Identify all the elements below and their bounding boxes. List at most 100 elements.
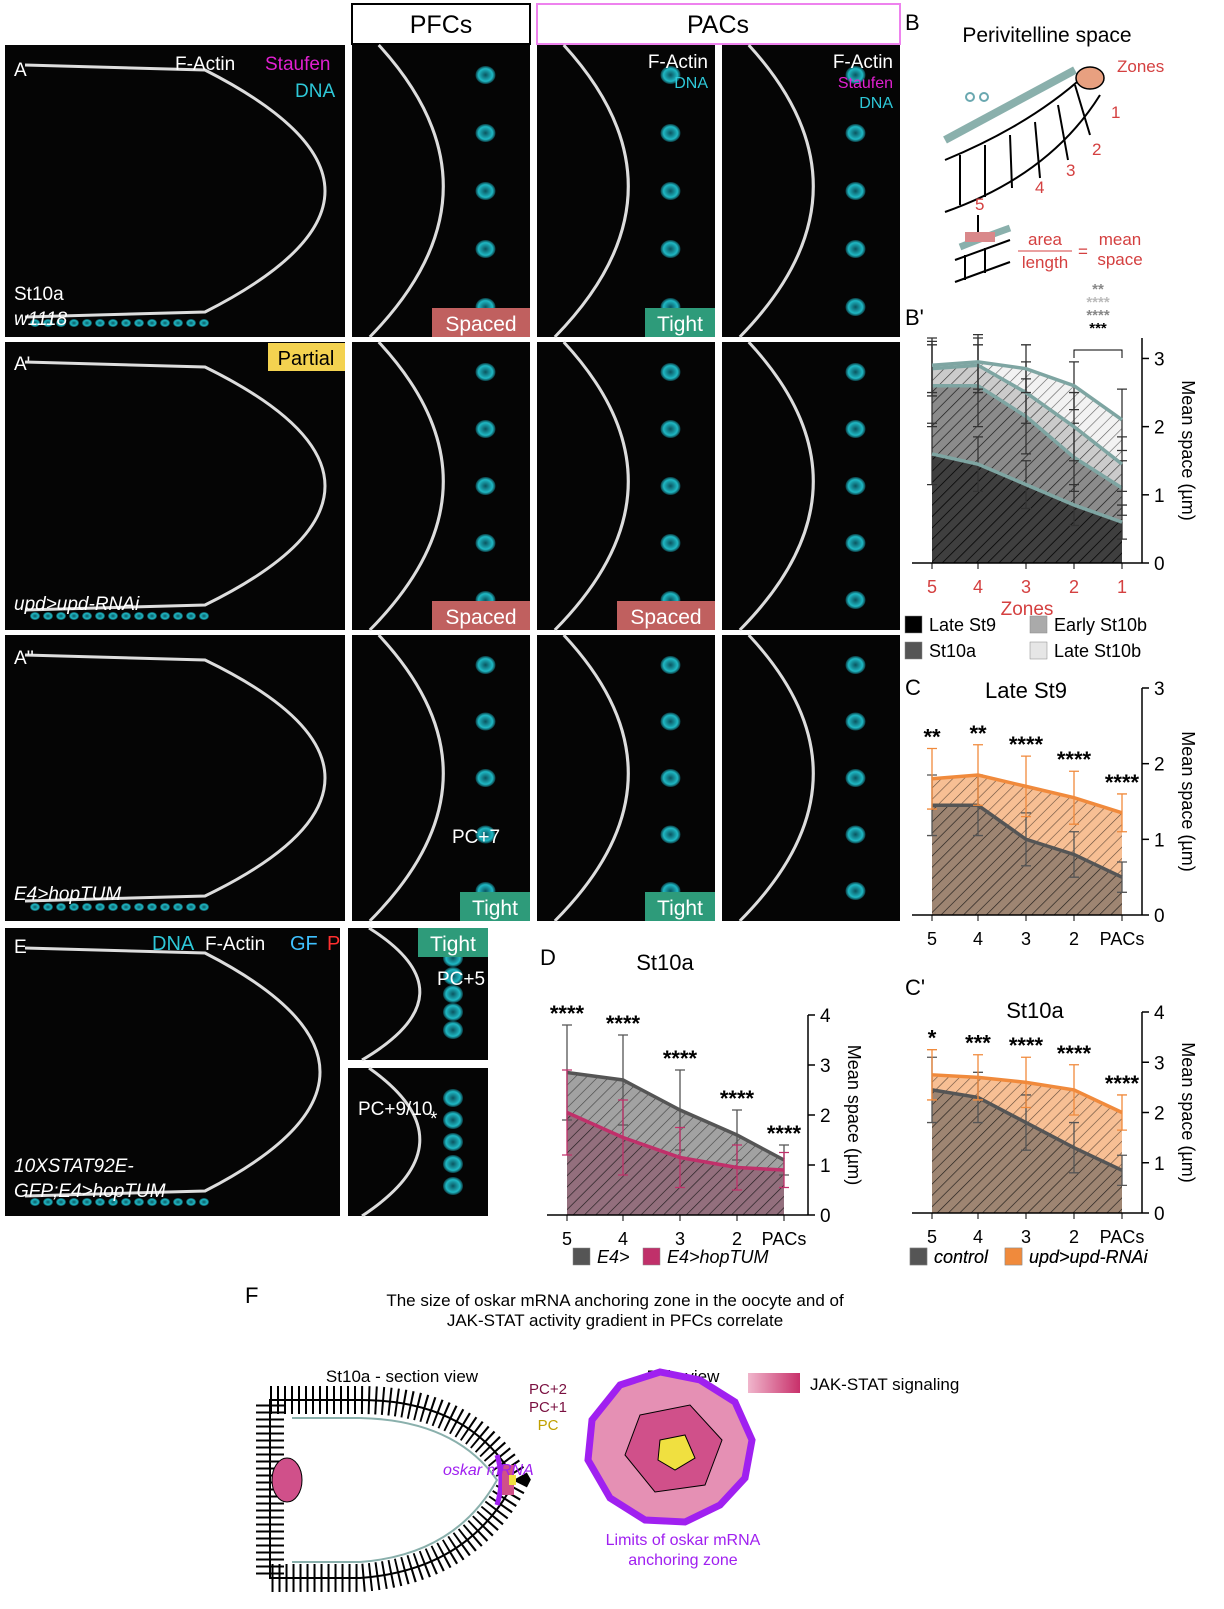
x-tick-label: PACs: [762, 1229, 807, 1249]
nucleus: [846, 591, 866, 609]
channel: F-Actin: [175, 54, 235, 75]
y-axis-label: Mean space (µm): [1178, 1042, 1198, 1182]
asterisk: *: [430, 1109, 438, 1130]
panel-letter: E: [14, 937, 27, 958]
tag-text: Partial: [278, 348, 335, 370]
subtitle: St10a - section view: [326, 1367, 479, 1386]
nucleus: [661, 182, 681, 200]
nucleus: [661, 124, 681, 142]
nucleus: [476, 656, 496, 674]
nucleus: [443, 1177, 463, 1195]
x-tick-label: 4: [973, 577, 983, 597]
legend-swatch: [910, 1248, 927, 1265]
legend-swatch: [643, 1248, 660, 1265]
nucleus: [134, 903, 144, 911]
channel: Staufen: [265, 54, 331, 75]
y-tick-label: 3: [1154, 1053, 1165, 1074]
nucleus: [846, 477, 866, 495]
nucleus: [186, 319, 196, 327]
nucleus: [69, 319, 79, 327]
section-diagram: [270, 1400, 516, 1578]
tag-text: Spaced: [445, 606, 516, 629]
nucleus: [661, 477, 681, 495]
x-tick-label: 3: [1021, 1227, 1031, 1247]
y-tick-label: 3: [1154, 679, 1165, 700]
significance: ****: [663, 1046, 698, 1071]
channel: DNA: [859, 95, 893, 112]
colorbar: [748, 1373, 800, 1393]
panel-letter: A'': [14, 648, 34, 669]
chart-title: St10a: [636, 950, 694, 975]
nucleus: [476, 534, 496, 552]
genotype: upd>upd-RNAi: [14, 594, 140, 615]
legend-swatch: [905, 642, 922, 659]
y-axis-label: Mean space (µm): [1178, 731, 1198, 871]
tag-text: Tight: [472, 897, 518, 920]
cell-label: PC+9/10: [358, 1099, 432, 1120]
header: PACs: [687, 11, 749, 39]
panel-title: Perivitelline space: [962, 24, 1131, 47]
legend-label: upd>upd-RNAi: [1029, 1247, 1149, 1267]
nucleus: [160, 612, 170, 620]
bracket: [1074, 350, 1122, 358]
y-tick-label: 2: [1154, 418, 1165, 439]
significance: ***: [965, 1031, 991, 1056]
micrograph: [352, 342, 530, 630]
nucleus: [121, 319, 131, 327]
channel: Staufen: [838, 75, 893, 92]
significance: ****: [1057, 1041, 1092, 1066]
y-tick-label: 1: [1154, 1154, 1165, 1175]
nucleus: [846, 363, 866, 381]
channel: DNA: [295, 81, 335, 102]
stage: St10a: [14, 284, 64, 305]
nucleus: [173, 903, 183, 911]
nucleus: [846, 298, 866, 316]
annotation: oskar mRNA: [443, 1462, 534, 1479]
nucleus: [173, 1198, 183, 1206]
y-axis-label: Mean space (µm): [844, 1045, 864, 1185]
panel-letter: B: [905, 10, 920, 35]
y-axis-label: Mean space (µm): [1178, 380, 1198, 520]
x-tick-label: 4: [973, 929, 983, 949]
panel-letter: A': [14, 354, 30, 375]
x-tick-label: 1: [1117, 577, 1127, 597]
x-tick-label: 5: [927, 577, 937, 597]
formula: space: [1097, 250, 1142, 269]
annotation: PC+1: [529, 1399, 567, 1416]
annotation: ***: [1089, 320, 1107, 337]
nucleus: [661, 534, 681, 552]
panel-letter: C: [905, 675, 921, 700]
micrograph: [352, 635, 530, 921]
nucleus: [199, 612, 209, 620]
nucleus: [476, 477, 496, 495]
formula: mean: [1099, 230, 1142, 249]
nucleus: [121, 903, 131, 911]
genotype: w1118: [14, 309, 68, 330]
x-tick-label: 4: [973, 1227, 983, 1247]
y-tick-label: 2: [820, 1106, 831, 1127]
nucleus: [476, 769, 496, 787]
legend-swatch: [905, 616, 922, 633]
x-tick-label: PACs: [1100, 1227, 1145, 1247]
nucleus: [846, 240, 866, 258]
nucleus: [160, 903, 170, 911]
zone-label: 3: [1066, 161, 1075, 180]
significance: ****: [1105, 770, 1140, 795]
x-tick-label: 5: [927, 929, 937, 949]
legend-label: E4>hopTUM: [667, 1247, 769, 1267]
nucleus: [186, 1198, 196, 1206]
nucleus: [846, 826, 866, 844]
panel-letter: B': [905, 305, 924, 330]
x-tick-label: 3: [1021, 929, 1031, 949]
legend-label: Late St9: [929, 615, 996, 635]
zone-label: 5: [975, 195, 984, 214]
nucleus: [443, 1021, 463, 1039]
legend-swatch: [1030, 616, 1047, 633]
nucleus: [476, 182, 496, 200]
zone-label: 1: [1111, 103, 1120, 122]
y-tick-label: 4: [1154, 1003, 1165, 1024]
nucleus: [199, 1198, 209, 1206]
micrograph: [722, 342, 900, 630]
genotype: GFP;E4>hopTUM: [14, 1181, 166, 1202]
nucleus: [846, 124, 866, 142]
